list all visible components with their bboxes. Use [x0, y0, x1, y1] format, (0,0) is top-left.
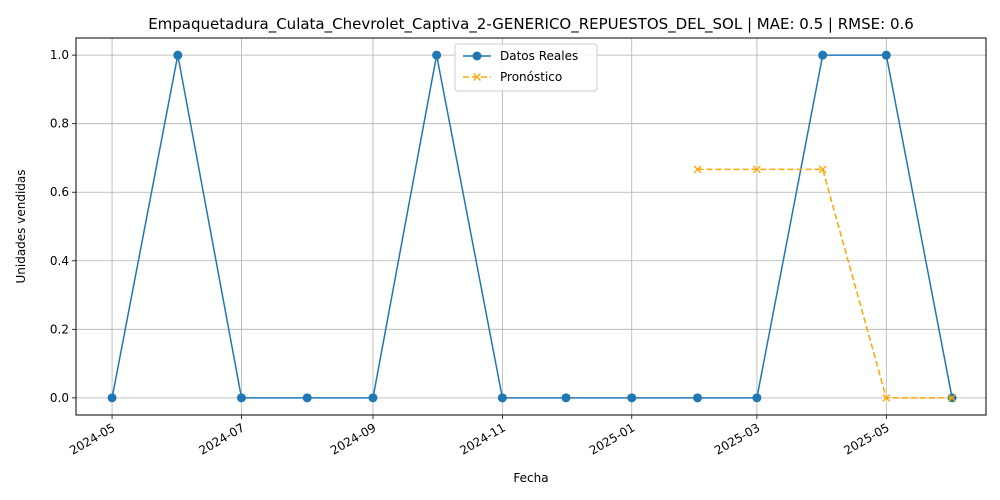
x-marker-stroke: [948, 393, 957, 402]
data-point: [818, 50, 828, 60]
forecast-point: [818, 165, 827, 174]
x-tick-label: 2025-01: [587, 420, 637, 457]
forecast-point: [948, 393, 957, 402]
x-axis-label: Fecha: [513, 471, 548, 485]
plot-area: [75, 37, 987, 416]
forecast-point: [882, 393, 891, 402]
x-marker-stroke: [882, 393, 891, 402]
data-point: [236, 393, 246, 403]
y-tick-label: 0.2: [50, 322, 69, 336]
data-point: [561, 393, 571, 403]
x-tick-label: 2024-09: [328, 420, 378, 457]
data-point: [302, 393, 312, 403]
y-axis-label: Unidades vendidas: [14, 169, 28, 283]
grid: [76, 38, 986, 415]
y-tick-label: 0.0: [50, 391, 69, 405]
y-tick-label: 0.4: [50, 254, 69, 268]
x-tick-label: 2024-07: [197, 420, 247, 457]
series-line-1: [697, 168, 953, 399]
data-point: [173, 50, 183, 60]
legend-marker: [472, 51, 482, 61]
series-layer: [107, 50, 957, 403]
x-tick-label: 2024-11: [457, 420, 507, 457]
legend-label-1: Pronóstico: [500, 70, 562, 84]
data-point: [497, 393, 507, 403]
y-tick-label: 0.8: [50, 117, 69, 131]
legend-label-0: Datos Reales: [500, 49, 578, 63]
x-tick-label: 2025-03: [712, 420, 762, 457]
y-tick-label: 1.0: [50, 48, 69, 62]
data-point: [693, 393, 703, 403]
data-point: [752, 393, 762, 403]
x-marker-stroke: [693, 165, 702, 174]
forecast-point: [752, 165, 761, 174]
data-point: [107, 393, 117, 403]
legend: Datos Reales Pronóstico: [454, 43, 598, 92]
x-axis: 2024-05 2024-07 2024-09 2024-11 2025-01 2025-…: [67, 415, 892, 458]
data-point: [432, 50, 442, 60]
y-axis: 0.0 0.2 0.4 0.6 0.8 1.0: [50, 48, 76, 405]
data-point: [368, 393, 378, 403]
chart-title: Empaquetadura_Culata_Chevrolet_Captiva_2…: [148, 15, 914, 34]
data-point: [881, 50, 891, 60]
legend-marker: [473, 73, 481, 81]
forecast-point: [693, 165, 702, 174]
x-tick-label: 2024-05: [67, 420, 117, 457]
x-marker-stroke: [752, 165, 761, 174]
x-marker-stroke: [818, 165, 827, 174]
series-line-0: [111, 54, 953, 399]
y-tick-label: 0.6: [50, 185, 69, 199]
x-tick-label: 2025-05: [841, 420, 891, 457]
data-point: [627, 393, 637, 403]
